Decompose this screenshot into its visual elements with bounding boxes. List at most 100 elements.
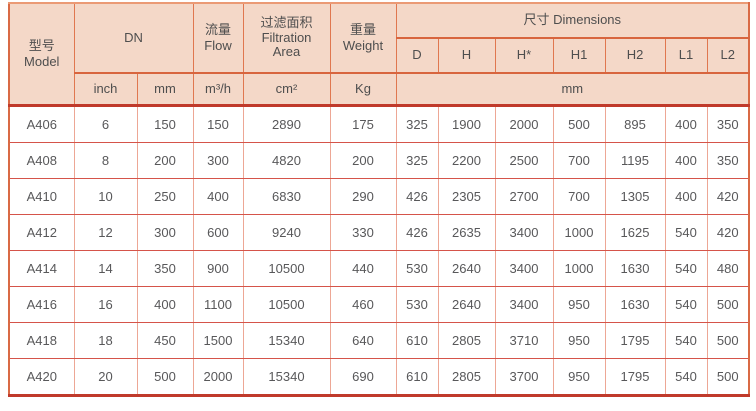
- value-cell: 500: [706, 357, 750, 396]
- table-row: A416 16 400 1100 10500 460 530 2640 3400 950 1630 5…: [8, 285, 750, 323]
- value-cell: 330: [329, 213, 397, 251]
- value-cell: 500: [136, 357, 194, 396]
- value-cell: 2640: [437, 249, 496, 287]
- unit-dimensions-mm: mm: [395, 72, 750, 107]
- col-header-h-star: H*: [494, 37, 554, 74]
- col-header-l1: L1: [664, 37, 708, 74]
- value-cell: 10: [73, 177, 138, 215]
- value-cell: 2890: [242, 104, 331, 143]
- value-cell: 950: [552, 321, 606, 359]
- filtration-label-en2: Area: [272, 44, 301, 60]
- model-cell: A418: [8, 321, 75, 359]
- value-cell: 2305: [437, 177, 496, 215]
- value-cell: 640: [329, 321, 397, 359]
- value-cell: 2700: [494, 177, 554, 215]
- value-cell: 2200: [437, 141, 496, 179]
- value-cell: 540: [664, 285, 708, 323]
- table-row: A406 6 150 150 2890 175 325 1900 2000 500 895 400 35…: [8, 104, 750, 143]
- value-cell: 1625: [604, 213, 666, 251]
- col-header-weight: 重量 Weight: [329, 2, 397, 74]
- value-cell: 2000: [494, 104, 554, 143]
- value-cell: 2640: [437, 285, 496, 323]
- value-cell: 900: [192, 249, 244, 287]
- table-body: A406 6 150 150 2890 175 325 1900 2000 500 895 400 35…: [8, 104, 750, 396]
- value-cell: 9240: [242, 213, 331, 251]
- value-cell: 1000: [552, 213, 606, 251]
- weight-label-zh: 重量: [349, 21, 376, 37]
- value-cell: 1305: [604, 177, 666, 215]
- value-cell: 540: [664, 213, 708, 251]
- filtration-label-zh: 过滤面积: [260, 14, 313, 30]
- value-cell: 3400: [494, 249, 554, 287]
- col-header-model: 型号 Model: [8, 2, 75, 107]
- value-cell: 12: [73, 213, 138, 251]
- value-cell: 6830: [242, 177, 331, 215]
- model-cell: A410: [8, 177, 75, 215]
- model-label-en: Model: [24, 53, 60, 69]
- value-cell: 150: [136, 104, 194, 143]
- table-row: A414 14 350 900 10500 440 530 2640 3400 1000 1630 5…: [8, 249, 750, 287]
- value-cell: 426: [395, 213, 439, 251]
- value-cell: 350: [706, 141, 750, 179]
- table-row: A412 12 300 600 9240 330 426 2635 3400 1000 1625 54…: [8, 213, 750, 251]
- table-row: A418 18 450 1500 15340 640 610 2805 3710 950 1795 5…: [8, 321, 750, 359]
- value-cell: 3400: [494, 285, 554, 323]
- model-cell: A416: [8, 285, 75, 323]
- value-cell: 14: [73, 249, 138, 287]
- col-header-d: D: [395, 37, 439, 74]
- value-cell: 500: [706, 285, 750, 323]
- value-cell: 16: [73, 285, 138, 323]
- value-cell: 895: [604, 104, 666, 143]
- table-row: A410 10 250 400 6830 290 426 2305 2700 700 1305 400…: [8, 177, 750, 215]
- model-cell: A406: [8, 104, 75, 143]
- value-cell: 2805: [437, 321, 496, 359]
- model-cell: A414: [8, 249, 75, 287]
- value-cell: 290: [329, 177, 397, 215]
- unit-flow: m³/h: [192, 72, 244, 107]
- value-cell: 150: [192, 104, 244, 143]
- filtration-label-en1: Filtration: [261, 29, 312, 45]
- value-cell: 325: [395, 104, 439, 143]
- unit-weight: Kg: [329, 72, 397, 107]
- flow-label-zh: 流量: [204, 21, 231, 37]
- unit-mm: mm: [136, 72, 194, 107]
- value-cell: 6: [73, 104, 138, 143]
- value-cell: 1795: [604, 321, 666, 359]
- value-cell: 540: [664, 321, 708, 359]
- model-cell: A408: [8, 141, 75, 179]
- value-cell: 3710: [494, 321, 554, 359]
- value-cell: 700: [552, 141, 606, 179]
- value-cell: 20: [73, 357, 138, 396]
- spec-table: 型号 Model DN 流量 Flow 过滤面积 Filtration Area…: [8, 2, 751, 397]
- value-cell: 1630: [604, 249, 666, 287]
- col-header-dimensions: 尺寸 Dimensions: [395, 2, 750, 39]
- weight-label-en: Weight: [342, 38, 384, 53]
- value-cell: 400: [136, 285, 194, 323]
- table-header: 型号 Model DN 流量 Flow 过滤面积 Filtration Area…: [8, 2, 750, 107]
- value-cell: 300: [192, 141, 244, 179]
- value-cell: 1000: [552, 249, 606, 287]
- value-cell: 4820: [242, 141, 331, 179]
- value-cell: 8: [73, 141, 138, 179]
- model-label-zh: 型号: [28, 37, 55, 53]
- value-cell: 600: [192, 213, 244, 251]
- value-cell: 1795: [604, 357, 666, 396]
- value-cell: 2635: [437, 213, 496, 251]
- value-cell: 10500: [242, 285, 331, 323]
- model-cell: A412: [8, 213, 75, 251]
- unit-area: cm²: [242, 72, 331, 107]
- value-cell: 400: [664, 104, 708, 143]
- col-header-flow: 流量 Flow: [192, 2, 244, 74]
- value-cell: 175: [329, 104, 397, 143]
- value-cell: 350: [136, 249, 194, 287]
- value-cell: 15340: [242, 357, 331, 396]
- col-header-l2: L2: [706, 37, 750, 74]
- col-header-dn: DN: [73, 2, 194, 74]
- value-cell: 3700: [494, 357, 554, 396]
- value-cell: 540: [664, 249, 708, 287]
- value-cell: 1500: [192, 321, 244, 359]
- value-cell: 2500: [494, 141, 554, 179]
- col-header-h1: H1: [552, 37, 606, 74]
- value-cell: 400: [192, 177, 244, 215]
- value-cell: 350: [706, 104, 750, 143]
